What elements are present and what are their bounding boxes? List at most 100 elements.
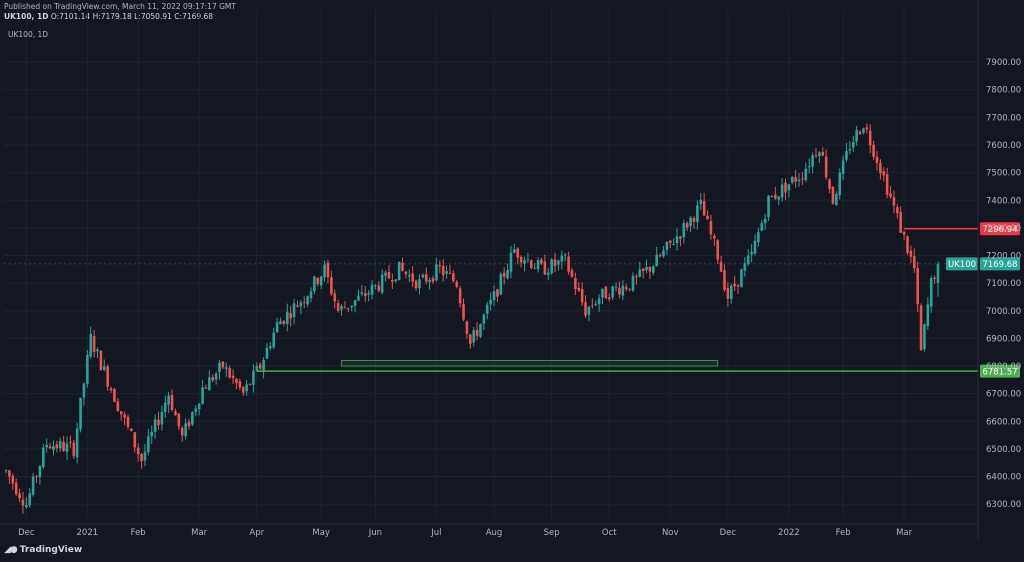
- candle-body[interactable]: [567, 256, 570, 272]
- candle-body[interactable]: [679, 236, 682, 239]
- candle-body[interactable]: [604, 286, 608, 299]
- candle-body[interactable]: [699, 199, 703, 204]
- candle-body[interactable]: [86, 354, 89, 384]
- candle-body[interactable]: [11, 476, 15, 484]
- candle-body[interactable]: [31, 476, 35, 495]
- candle-body[interactable]: [384, 272, 387, 276]
- candle-body[interactable]: [469, 334, 472, 344]
- candle-body[interactable]: [414, 280, 418, 289]
- candle-body[interactable]: [8, 470, 11, 477]
- candle-body[interactable]: [628, 288, 631, 290]
- candle-body[interactable]: [723, 270, 726, 291]
- candle-body[interactable]: [150, 432, 154, 437]
- candle-body[interactable]: [391, 279, 394, 282]
- candle-body[interactable]: [540, 259, 543, 264]
- candle-body[interactable]: [645, 267, 648, 271]
- candle-body[interactable]: [526, 259, 530, 261]
- candle-body[interactable]: [496, 289, 499, 297]
- candle-body[interactable]: [685, 223, 689, 228]
- candle-body[interactable]: [204, 387, 208, 389]
- candle-body[interactable]: [306, 296, 309, 305]
- candle-body[interactable]: [282, 320, 286, 324]
- candle-body[interactable]: [394, 279, 398, 282]
- candle-body[interactable]: [889, 193, 892, 197]
- candle-body[interactable]: [367, 293, 370, 295]
- candle-body[interactable]: [418, 279, 421, 289]
- candle-body[interactable]: [231, 375, 235, 379]
- candle-body[interactable]: [726, 288, 730, 299]
- candle-body[interactable]: [52, 446, 55, 451]
- candle-body[interactable]: [577, 287, 581, 291]
- candle-body[interactable]: [153, 419, 157, 432]
- candle-body[interactable]: [14, 482, 18, 495]
- candle-body[interactable]: [790, 177, 794, 183]
- candle-body[interactable]: [672, 243, 675, 245]
- candle-body[interactable]: [363, 293, 367, 297]
- candle-body[interactable]: [587, 306, 591, 315]
- candle-body[interactable]: [875, 156, 879, 163]
- candle-body[interactable]: [136, 447, 140, 455]
- candle-body[interactable]: [499, 273, 503, 295]
- candle-body[interactable]: [818, 152, 821, 157]
- candle-body[interactable]: [428, 280, 431, 283]
- candle-body[interactable]: [902, 231, 906, 235]
- candle-body[interactable]: [214, 373, 218, 380]
- candle-body[interactable]: [336, 303, 340, 311]
- tradingview-logo[interactable]: ◢● TradingView: [4, 545, 82, 555]
- candle-body[interactable]: [763, 218, 767, 224]
- candle-body[interactable]: [194, 408, 198, 413]
- candle-body[interactable]: [885, 174, 889, 195]
- candle-body[interactable]: [292, 303, 296, 317]
- candle-body[interactable]: [797, 179, 801, 182]
- candle-body[interactable]: [563, 254, 567, 256]
- candle-body[interactable]: [743, 263, 747, 271]
- candle-body[interactable]: [75, 428, 79, 458]
- candle-body[interactable]: [157, 419, 160, 425]
- candle-body[interactable]: [614, 286, 618, 288]
- candle-body[interactable]: [269, 346, 272, 348]
- candle-body[interactable]: [275, 322, 279, 333]
- candle-body[interactable]: [340, 305, 343, 310]
- candle-body[interactable]: [519, 256, 523, 263]
- candle-body[interactable]: [506, 270, 509, 279]
- candle-body[interactable]: [404, 271, 408, 275]
- candle-body[interactable]: [702, 200, 706, 216]
- candle-body[interactable]: [719, 261, 723, 272]
- candle-body[interactable]: [302, 301, 306, 303]
- candle-body[interactable]: [245, 384, 248, 392]
- candle-body[interactable]: [713, 235, 716, 239]
- candle-body[interactable]: [360, 292, 364, 294]
- candle-body[interactable]: [821, 152, 825, 156]
- candle-body[interactable]: [343, 307, 347, 309]
- candle-body[interactable]: [851, 142, 855, 148]
- candle-body[interactable]: [350, 305, 353, 308]
- candle-body[interactable]: [408, 275, 411, 277]
- candle-body[interactable]: [326, 262, 330, 278]
- candle-body[interactable]: [72, 442, 76, 457]
- candle-body[interactable]: [828, 179, 831, 189]
- candle-body[interactable]: [45, 444, 48, 448]
- candle-body[interactable]: [130, 428, 133, 431]
- candle-body[interactable]: [370, 284, 374, 295]
- candle-body[interactable]: [279, 321, 282, 325]
- candle-body[interactable]: [38, 465, 42, 477]
- candle-body[interactable]: [936, 263, 940, 283]
- candle-body[interactable]: [65, 443, 69, 452]
- candle-body[interactable]: [126, 416, 130, 427]
- candle-body[interactable]: [174, 411, 177, 416]
- candle-body[interactable]: [248, 383, 252, 385]
- candle-body[interactable]: [560, 255, 564, 262]
- candle-body[interactable]: [109, 388, 113, 391]
- candle-body[interactable]: [160, 411, 164, 425]
- candle-body[interactable]: [692, 218, 696, 222]
- candle-body[interactable]: [438, 264, 442, 267]
- candle-body[interactable]: [330, 277, 333, 294]
- candle-body[interactable]: [445, 271, 448, 274]
- candle-body[interactable]: [909, 250, 913, 257]
- candle-body[interactable]: [197, 403, 201, 410]
- candle-body[interactable]: [896, 207, 899, 214]
- candle-body[interactable]: [770, 195, 774, 198]
- candle-body[interactable]: [594, 304, 597, 305]
- candle-body[interactable]: [841, 160, 845, 174]
- candle-body[interactable]: [357, 295, 360, 301]
